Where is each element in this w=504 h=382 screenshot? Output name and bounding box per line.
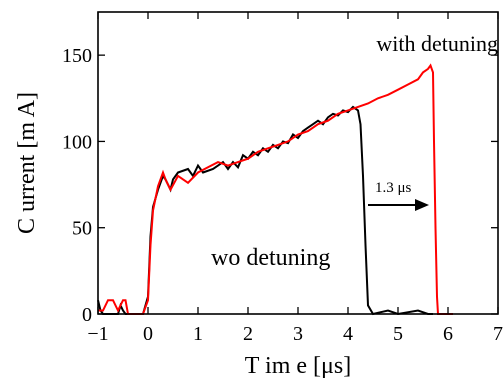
x-tick-label: 4: [343, 323, 353, 345]
y-axis-title: C urrent [m A]: [14, 92, 40, 234]
x-tick-label: 6: [443, 323, 453, 345]
y-tick-label: 0: [82, 304, 92, 326]
x-tick-label: 7: [493, 323, 503, 345]
y-tick-label: 50: [72, 218, 92, 240]
x-tick-label: 3: [293, 323, 303, 345]
x-tick-label: 2: [243, 323, 253, 345]
with-detuning-label: with detuning: [376, 31, 498, 56]
duration-arrow: [368, 199, 429, 211]
y-tick-label: 100: [62, 131, 92, 153]
x-tick-label: 5: [393, 323, 403, 345]
arrow-label: 1.3 μs: [375, 180, 412, 196]
x-tick-label: 0: [143, 323, 153, 345]
plot-area: [98, 12, 498, 314]
x-tick-label: −1: [87, 323, 108, 345]
x-axis-title: T im e [μs]: [245, 353, 351, 379]
wo-detuning-label: wo detuning: [211, 245, 330, 271]
x-tick-label: 1: [193, 323, 203, 345]
y-tick-label: 150: [62, 45, 92, 67]
